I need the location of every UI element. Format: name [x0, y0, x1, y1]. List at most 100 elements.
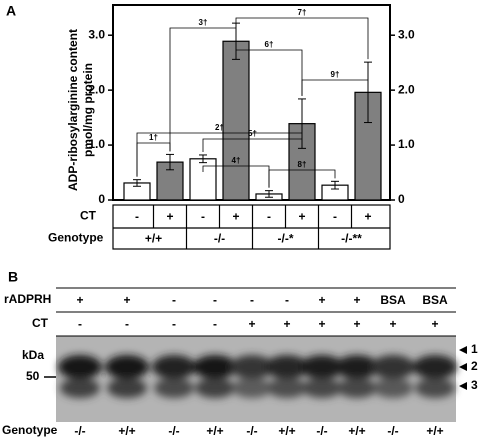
significance-bracket: [235, 49, 303, 96]
blot-band: [267, 378, 307, 398]
blot-band: [265, 355, 309, 379]
ct-cell: +: [431, 317, 438, 331]
blot-band: [107, 378, 147, 398]
blot-band: [337, 378, 377, 398]
significance-label: 2†: [215, 123, 224, 132]
blot-band: [152, 355, 196, 379]
significance-label: 7†: [298, 8, 307, 17]
radprh-cell: -: [250, 293, 254, 307]
blot-band: [371, 355, 415, 379]
row-label: rADPRH: [4, 292, 51, 306]
y2-tick-label: 0: [398, 192, 405, 206]
row-label: Genotype: [2, 423, 58, 437]
y2-tick-label: 3.0: [398, 27, 415, 41]
x-tick-label: +: [298, 210, 305, 224]
ct-cell: +: [389, 317, 396, 331]
bar: [222, 40, 250, 201]
y-tick-label: 0: [98, 192, 105, 206]
blot-bands: [58, 355, 457, 398]
error-bar: [133, 179, 141, 187]
x-tick-label: -: [135, 210, 139, 224]
radprh-cell: BSA: [422, 293, 448, 307]
significance-label: 9†: [331, 70, 340, 79]
genotype-label: -/-: [214, 232, 225, 246]
genotype-cell: -/-: [168, 424, 179, 438]
x-tick-label: -: [267, 210, 271, 224]
blot-band: [335, 355, 379, 379]
significance-bracket: [301, 79, 369, 96]
panel-label: B: [8, 269, 18, 285]
error-bar: [199, 154, 207, 164]
radprh-cell: +: [76, 293, 83, 307]
y-tick-label: 2.0: [88, 82, 105, 96]
band-arrow: [459, 363, 467, 371]
radprh-cell: +: [123, 293, 130, 307]
blot-band: [58, 355, 102, 379]
marker-label: 50: [26, 369, 40, 383]
significance-label: 1†: [149, 133, 158, 142]
ct-cell: +: [318, 317, 325, 331]
y-axis-label: pmol/mg protein: [81, 63, 95, 157]
y2-tick-label: 2.0: [398, 82, 415, 96]
error-bar: [364, 61, 372, 124]
x-tick-label: +: [364, 210, 371, 224]
significance-label: 6†: [265, 40, 274, 49]
band-arrow: [459, 382, 467, 390]
significance-bracket: [235, 17, 369, 60]
genotype-label: +/+: [145, 232, 162, 246]
blot-band: [300, 355, 344, 379]
error-bar: [265, 190, 273, 198]
significance-label: 4†: [232, 156, 241, 165]
genotype-cell: -/-: [316, 424, 327, 438]
significance-label: 8†: [298, 160, 307, 169]
band-label: 1: [471, 342, 478, 356]
ct-cell: -: [213, 317, 217, 331]
blot-band: [232, 378, 272, 398]
genotype-cell: +/+: [278, 424, 295, 438]
y-tick-label: 1.0: [88, 137, 105, 151]
blot-band: [60, 378, 100, 398]
significance-bracket: [268, 169, 336, 188]
genotype-cell: +/+: [348, 424, 365, 438]
genotype-cell: +/+: [426, 424, 443, 438]
panel-label: A: [6, 3, 16, 19]
significance-bracket: [136, 132, 303, 177]
blot-band: [230, 355, 274, 379]
genotype-label: -/-**: [341, 232, 362, 246]
row-label: Genotype: [48, 231, 104, 245]
x-tick-label: +: [166, 210, 173, 224]
bar: [189, 158, 217, 201]
x-tick-label: -: [201, 210, 205, 224]
row-label: CT: [32, 316, 49, 330]
table-frame: [112, 204, 391, 250]
y-tick-label: 3.0: [88, 27, 105, 41]
band-label: 3: [471, 378, 478, 392]
x-tick-label: +: [232, 210, 239, 224]
ct-cell: -: [125, 317, 129, 331]
genotype-cell: -/-: [246, 424, 257, 438]
band-arrow: [459, 346, 467, 354]
radprh-cell: -: [172, 293, 176, 307]
blot-band: [415, 378, 455, 398]
plot-frame: [112, 4, 391, 201]
kda-label: kDa: [22, 348, 44, 362]
blot-band: [105, 355, 149, 379]
blot-band: [373, 378, 413, 398]
blot-band: [302, 378, 342, 398]
ct-cell: -: [78, 317, 82, 331]
blot-band: [154, 378, 194, 398]
genotype-cell: +/+: [206, 424, 223, 438]
genotype-cell: +/+: [118, 424, 135, 438]
radprh-cell: -: [285, 293, 289, 307]
ct-cell: +: [353, 317, 360, 331]
ct-cell: +: [248, 317, 255, 331]
significance-label: 3†: [199, 18, 208, 27]
ct-cell: +: [283, 317, 290, 331]
significance-label: 5†: [248, 129, 257, 138]
row-label: CT: [80, 209, 97, 223]
radprh-cell: -: [213, 293, 217, 307]
genotype-cell: -/-: [387, 424, 398, 438]
ct-cell: -: [172, 317, 176, 331]
significance-bracket: [202, 138, 303, 152]
